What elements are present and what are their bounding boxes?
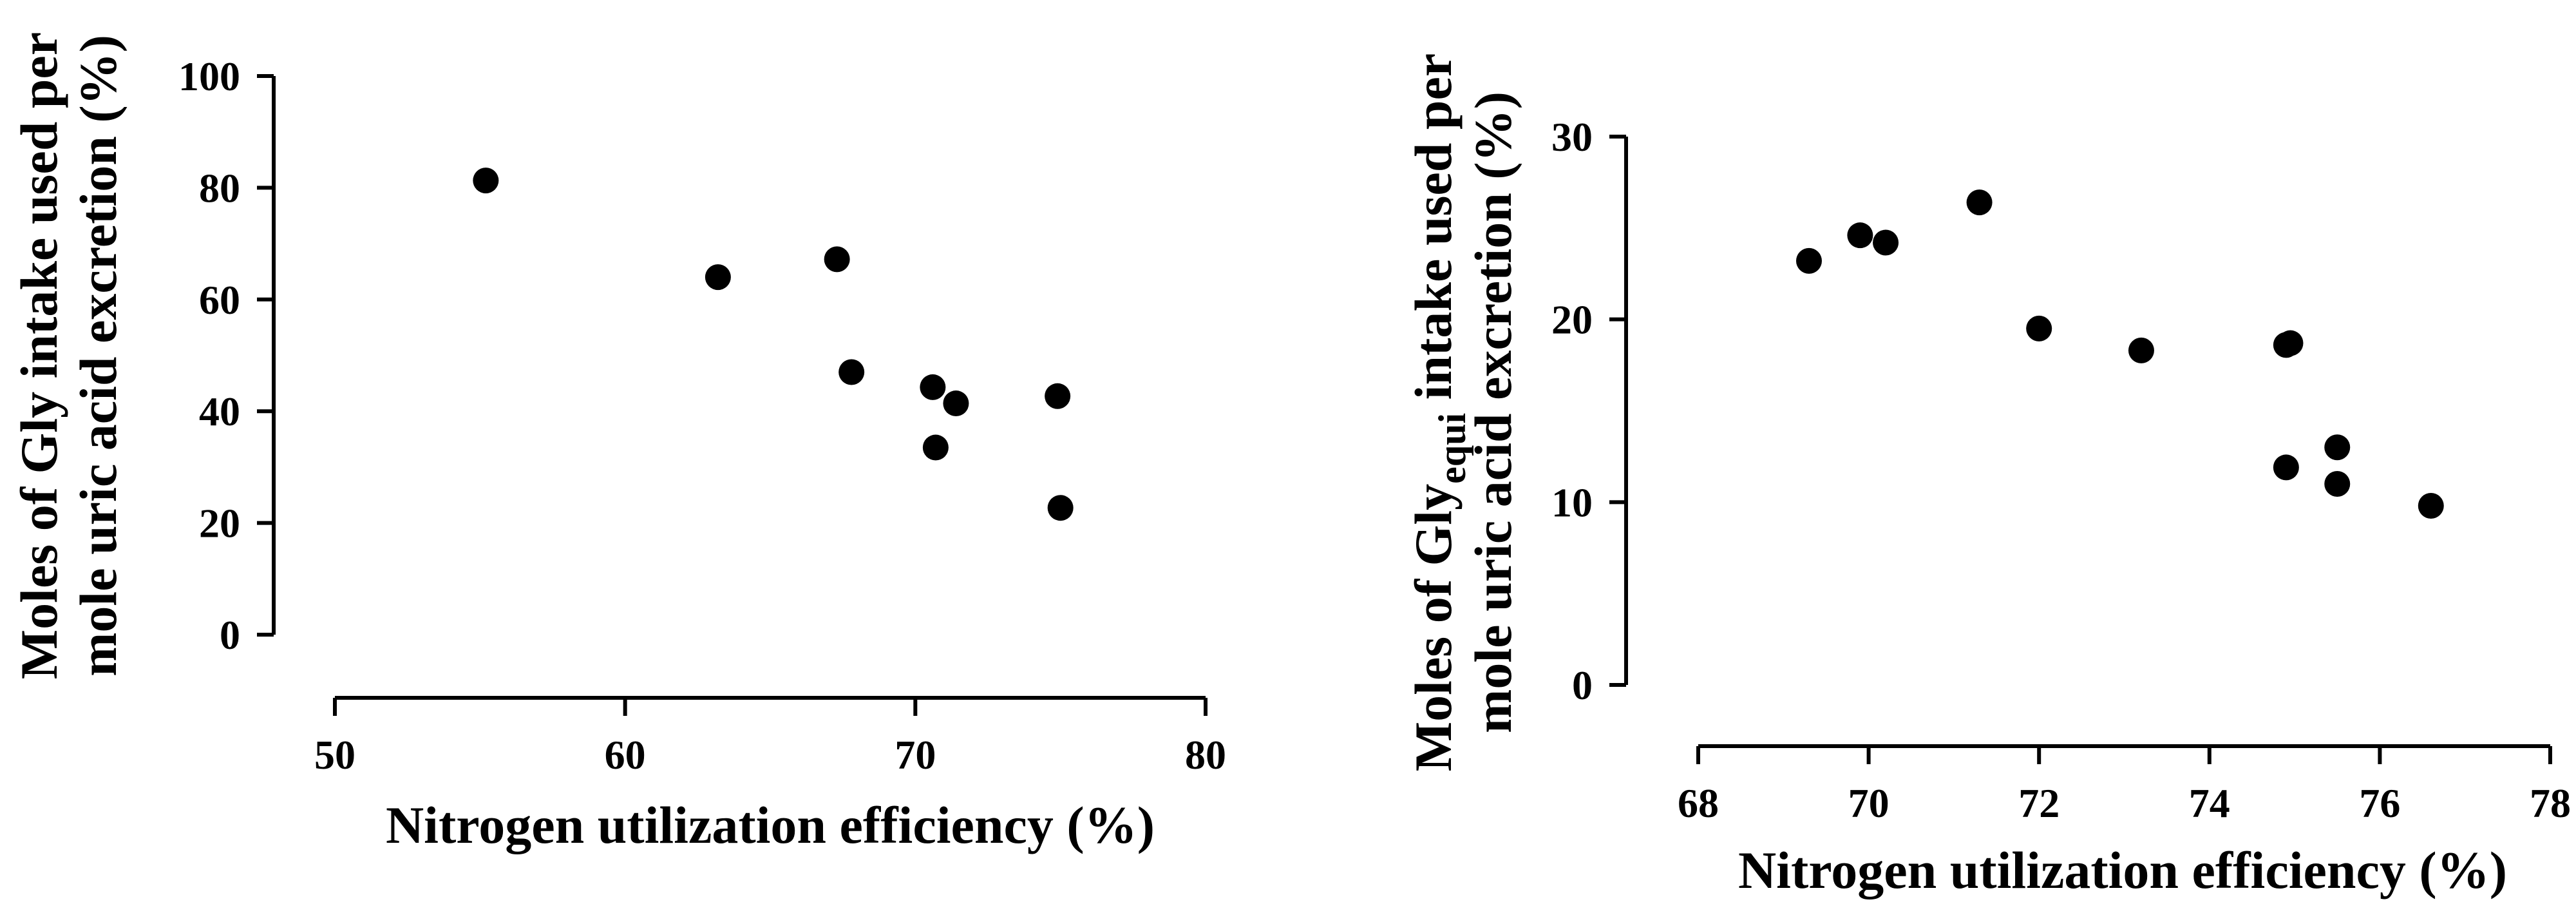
data-point [2277, 330, 2304, 356]
data-point [2324, 470, 2351, 497]
y-tick-label: 20 [199, 501, 240, 546]
y-axis-title-line-2: mole uric acid excretion (%) [1464, 91, 1522, 733]
x-tick-label: 80 [1185, 732, 1226, 778]
x-tick-label: 70 [895, 732, 936, 778]
y-tick-label: 0 [220, 612, 240, 658]
y-tick-label: 30 [1551, 114, 1593, 160]
x-axis-title: Nitrogen utilization efficiency (%) [1738, 841, 2507, 899]
data-point [2273, 454, 2299, 481]
data-point [920, 374, 946, 400]
data-point [2418, 493, 2444, 519]
y-tick-label: 10 [1551, 479, 1593, 525]
data-point [943, 390, 969, 417]
y-axis-title-line-2: mole uric acid excretion (%) [69, 35, 128, 677]
data-point [705, 264, 731, 291]
x-tick-label: 50 [314, 732, 355, 778]
y-tick-label: 40 [199, 389, 240, 434]
y-axis-title-text-rest: intake used per [1404, 53, 1463, 413]
y-tick-label: 20 [1551, 297, 1593, 343]
data-point [1047, 495, 1074, 521]
data-point [2324, 434, 2351, 461]
y-axis-title-text: Moles of Gly [1404, 484, 1463, 771]
data-point [838, 359, 865, 385]
y-tick-label: 80 [199, 165, 240, 211]
chart-1: 0 20 40 60 80 100 50 60 70 80 Nitrogen utilization… [10, 32, 1226, 854]
x-tick-label: 70 [1848, 780, 1889, 826]
x-tick-label: 74 [2189, 780, 2230, 826]
x-tick-label: 72 [2018, 780, 2060, 826]
y-axis-title-line-1: Moles of Glyequi intake used per [1404, 53, 1473, 772]
data-point [922, 434, 949, 461]
chart-2: 0 10 20 30 68 70 72 74 76 78 Nitrogen utilization … [1404, 53, 2571, 899]
y-axis-title-subscript: equi [1431, 413, 1473, 484]
data-point [1966, 189, 1993, 216]
data-point [1795, 247, 1822, 274]
y-tick-label: 0 [1572, 662, 1593, 708]
x-tick-label: 76 [2359, 780, 2400, 826]
x-tick-label: 68 [1678, 780, 1719, 826]
y-tick-label: 60 [199, 277, 240, 323]
y-axis-title-text: Moles of Gly intake used per [10, 32, 68, 679]
y-axis-title-text: mole uric acid excretion (%) [69, 35, 128, 677]
x-tick-label: 60 [605, 732, 646, 778]
y-axis-title-line-1: Moles of Gly intake used per [10, 32, 68, 679]
x-axis-title: Nitrogen utilization efficiency (%) [386, 796, 1155, 854]
data-point [824, 246, 850, 273]
data-point [1873, 229, 1899, 256]
y-axis-title-text: mole uric acid excretion (%) [1464, 91, 1522, 733]
data-point [473, 168, 499, 194]
data-point [1847, 222, 1873, 249]
data-point [2026, 315, 2052, 341]
data-point [2128, 337, 2154, 363]
y-tick-label: 100 [178, 53, 240, 99]
data-point [1045, 383, 1071, 409]
x-tick-label: 78 [2530, 780, 2571, 826]
